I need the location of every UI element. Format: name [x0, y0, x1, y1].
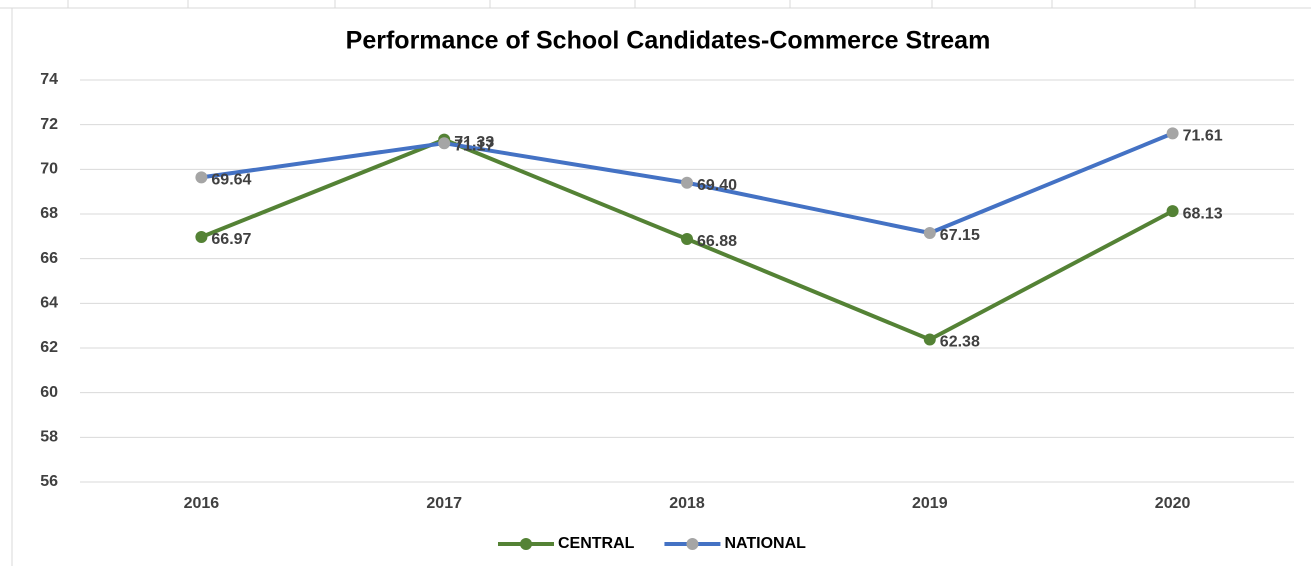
y-tick-label: 58: [40, 429, 58, 446]
y-tick-label: 56: [40, 473, 58, 490]
y-tick-label: 72: [40, 116, 58, 133]
y-tick-label: 64: [40, 295, 58, 312]
data-label: 69.40: [697, 177, 737, 194]
data-label: 68.13: [1183, 205, 1223, 222]
legend-marker: [686, 538, 699, 550]
legend-label: CENTRAL: [558, 535, 635, 552]
data-label: 62.38: [940, 334, 980, 351]
y-tick-label: 68: [40, 205, 58, 222]
data-point: [438, 137, 451, 150]
data-point: [923, 226, 936, 239]
data-label: 71.17: [454, 137, 494, 154]
x-tick-label: 2018: [669, 495, 705, 512]
x-tick-label: 2020: [1155, 495, 1191, 512]
data-label: 71.61: [1183, 128, 1223, 145]
x-tick-label: 2019: [912, 495, 948, 512]
y-tick-label: 60: [40, 384, 58, 401]
data-point: [1166, 127, 1179, 140]
x-tick-label: 2016: [184, 495, 220, 512]
data-point: [923, 333, 936, 346]
y-tick-label: 74: [40, 71, 58, 88]
data-point: [681, 176, 693, 189]
data-label: 66.97: [211, 231, 251, 248]
data-point: [195, 231, 208, 244]
data-point: [195, 171, 208, 184]
data-label: 67.15: [940, 227, 980, 244]
data-label: 66.88: [697, 233, 737, 250]
legend-marker: [520, 538, 532, 550]
data-point: [1166, 205, 1179, 218]
data-point: [681, 233, 693, 246]
legend-label: NATIONAL: [724, 535, 806, 552]
chart-title: Performance of School Candidates-Commerc…: [346, 27, 991, 55]
y-tick-label: 62: [40, 339, 58, 356]
y-tick-label: 66: [40, 250, 58, 267]
x-tick-label: 2017: [426, 495, 462, 512]
y-tick-label: 70: [40, 161, 58, 178]
data-label: 69.64: [211, 172, 251, 189]
